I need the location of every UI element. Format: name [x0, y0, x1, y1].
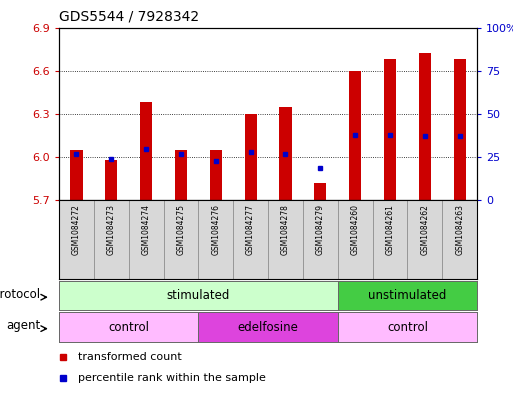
Bar [59, 200, 94, 279]
Text: edelfosine: edelfosine [238, 321, 299, 334]
Bar [419, 53, 431, 200]
Bar [175, 150, 187, 200]
Bar [140, 103, 152, 200]
Text: GSM1084262: GSM1084262 [420, 204, 429, 255]
Text: percentile rank within the sample: percentile rank within the sample [78, 373, 266, 383]
Bar [338, 200, 372, 279]
Text: GSM1084274: GSM1084274 [142, 204, 151, 255]
Bar [314, 183, 326, 200]
Bar [129, 200, 164, 279]
Text: agent: agent [6, 319, 41, 332]
Bar [105, 160, 117, 200]
Bar [164, 200, 199, 279]
Bar [268, 200, 303, 279]
Text: GSM1084263: GSM1084263 [455, 204, 464, 255]
Text: control: control [387, 321, 428, 334]
Bar [349, 71, 361, 200]
Text: GSM1084278: GSM1084278 [281, 204, 290, 255]
Bar [303, 200, 338, 279]
Bar [453, 59, 466, 200]
Text: transformed count: transformed count [78, 352, 182, 362]
Text: protocol: protocol [0, 288, 41, 301]
Text: GSM1084276: GSM1084276 [211, 204, 220, 255]
Text: control: control [108, 321, 149, 334]
Bar [210, 150, 222, 200]
Text: GSM1084277: GSM1084277 [246, 204, 255, 255]
Bar [245, 114, 256, 200]
Bar [442, 200, 477, 279]
Text: GDS5544 / 7928342: GDS5544 / 7928342 [59, 9, 199, 24]
Text: GSM1084279: GSM1084279 [316, 204, 325, 255]
Text: GSM1084272: GSM1084272 [72, 204, 81, 255]
Text: GSM1084261: GSM1084261 [385, 204, 394, 255]
Bar [372, 200, 407, 279]
Text: GSM1084260: GSM1084260 [351, 204, 360, 255]
Text: stimulated: stimulated [167, 289, 230, 302]
Text: GSM1084275: GSM1084275 [176, 204, 185, 255]
Bar [70, 150, 83, 200]
Text: GSM1084273: GSM1084273 [107, 204, 116, 255]
Text: unstimulated: unstimulated [368, 289, 447, 302]
Bar [280, 107, 291, 200]
Bar [407, 200, 442, 279]
Bar [94, 200, 129, 279]
Bar [384, 59, 396, 200]
Bar [199, 200, 233, 279]
Bar [233, 200, 268, 279]
